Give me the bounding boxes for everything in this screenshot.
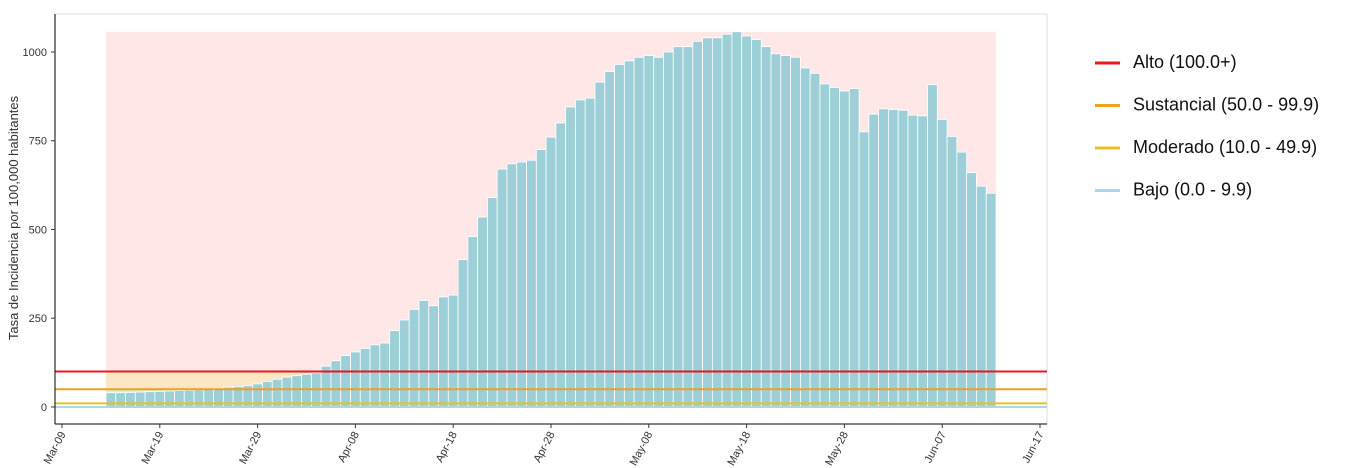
bar: [535, 149, 547, 408]
bar: [623, 60, 635, 408]
bar: [565, 106, 576, 408]
bar: [154, 390, 166, 408]
bar: [594, 81, 606, 408]
bar: [399, 319, 410, 408]
bar: [516, 161, 527, 408]
x-tick-label: Jun-07: [922, 430, 948, 465]
bar: [457, 259, 469, 408]
bar: [878, 108, 889, 408]
bar: [819, 83, 831, 408]
legend-label: Moderado (10.0 - 49.9): [1133, 137, 1317, 157]
legend-label: Sustancial (50.0 - 99.9): [1133, 94, 1319, 114]
bar: [936, 119, 948, 408]
bar: [604, 71, 615, 408]
bar: [760, 46, 772, 408]
bar: [702, 37, 713, 408]
y-tick-label: 500: [29, 224, 47, 236]
x-tick-label: Mar-09: [42, 430, 69, 466]
bar: [291, 375, 303, 408]
x-tick-label: May-28: [823, 430, 851, 468]
y-tick-label: 0: [41, 402, 47, 414]
bar: [134, 391, 146, 408]
y-tick-label: 750: [29, 136, 47, 148]
bar: [115, 392, 126, 408]
bar: [682, 46, 694, 408]
bar: [330, 360, 342, 408]
bar: [183, 389, 195, 408]
bar: [653, 56, 664, 408]
x-tick-label: Apr-28: [532, 430, 558, 465]
bar: [555, 122, 567, 408]
bar: [408, 308, 420, 408]
bar: [731, 31, 743, 408]
bar: [350, 351, 361, 408]
x-tick-label: May-08: [628, 430, 656, 468]
bar: [839, 90, 850, 408]
bar: [956, 151, 968, 408]
bar: [369, 344, 381, 408]
bar: [487, 197, 498, 408]
bar: [897, 109, 909, 408]
bar: [575, 99, 586, 408]
bar: [799, 67, 811, 408]
bar: [633, 56, 645, 408]
bar: [907, 114, 919, 408]
bar: [888, 109, 899, 408]
bar: [614, 64, 625, 408]
bar: [164, 390, 175, 408]
bar: [467, 236, 479, 408]
bar: [379, 342, 391, 408]
bar: [985, 192, 997, 408]
bar: [105, 392, 117, 408]
x-tick-label: Jun-17: [1020, 430, 1046, 465]
bar: [144, 391, 156, 408]
bar: [340, 355, 351, 408]
bar: [790, 56, 801, 408]
bar: [770, 53, 782, 408]
bar: [477, 216, 488, 408]
legend-label: Bajo (0.0 - 9.9): [1133, 179, 1252, 199]
x-tick-label: Mar-29: [237, 430, 264, 466]
y-tick-label: 1000: [23, 47, 47, 59]
bar: [359, 347, 371, 408]
bar: [946, 136, 958, 408]
x-tick-label: Mar-19: [139, 430, 166, 466]
bar: [711, 37, 723, 408]
bar: [545, 136, 557, 408]
bar: [780, 55, 792, 408]
bar: [858, 131, 870, 408]
y-axis-label: Tasa de Incidencia por 100,000 habitante…: [6, 95, 21, 340]
bar: [868, 113, 880, 408]
bar: [692, 40, 703, 408]
bar: [301, 373, 312, 408]
bar: [663, 51, 674, 408]
bar: [389, 330, 400, 408]
bar: [643, 55, 655, 408]
bar: [584, 97, 596, 408]
bar: [125, 392, 136, 408]
x-tick-label: Apr-08: [336, 430, 362, 465]
bar: [526, 159, 537, 408]
legend-label: Alto (100.0+): [1133, 52, 1237, 72]
bar: [848, 88, 860, 408]
bar: [751, 39, 762, 408]
bar: [721, 33, 733, 408]
bar: [418, 300, 430, 408]
y-tick-label: 250: [29, 313, 47, 325]
bar: [927, 84, 938, 408]
bar: [174, 390, 185, 408]
bar: [438, 296, 449, 408]
x-tick-label: Apr-18: [434, 430, 460, 465]
bar: [428, 305, 439, 408]
x-tick-label: May-18: [725, 430, 753, 468]
bar: [741, 35, 752, 408]
bar: [829, 87, 840, 408]
bar: [917, 115, 928, 408]
bar: [976, 185, 987, 408]
bar: [809, 72, 821, 408]
bar: [672, 46, 684, 408]
